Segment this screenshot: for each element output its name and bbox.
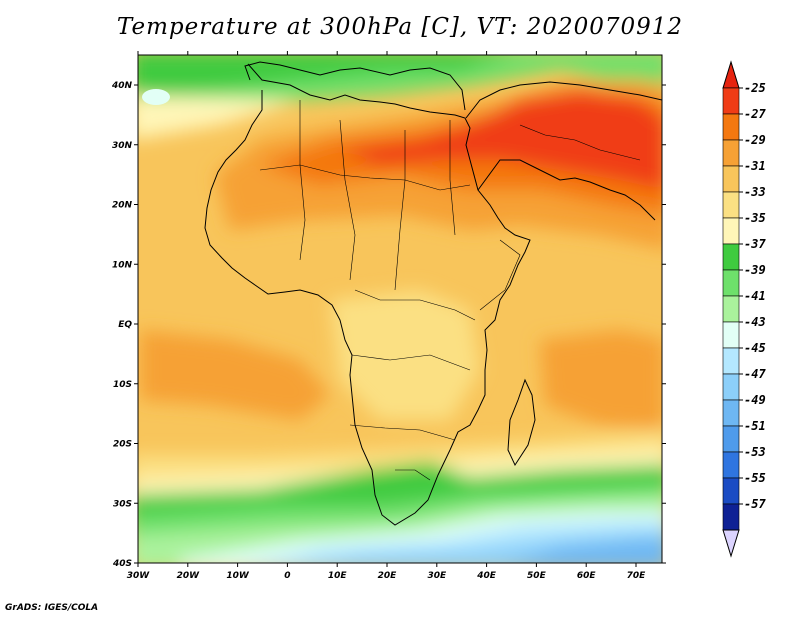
coastlines	[204, 61, 662, 526]
colorbar-label: -47	[744, 367, 766, 381]
lon-label: 10W	[226, 571, 250, 581]
lat-label: 30N	[112, 141, 133, 151]
colorbar-swatch	[722, 477, 740, 505]
colorbar-swatch	[722, 451, 740, 479]
colorbar-swatch	[722, 217, 740, 245]
lat-label: EQ	[118, 320, 132, 330]
latitude-axis: 40N 30N 20N 10N EQ 10S 20S 30S 40S	[111, 81, 666, 569]
border-namibia-botswana	[349, 424, 456, 441]
field-band-warm-25	[340, 90, 662, 190]
colorbar-swatch	[722, 243, 740, 271]
temperature-field	[138, 55, 662, 563]
colorbar-label: -37	[744, 237, 766, 251]
longitude-axis: 30W 20W 10W 0 10E 20E 30E 40E 50E 60E 70E	[127, 51, 646, 581]
colorbar-label: -43	[744, 315, 766, 329]
border-middle-east	[519, 124, 641, 161]
colorbar: -25 -27 -29 -31 -33 -35 -37 -39 -41 -43 -45 -47 -49 -…	[722, 60, 766, 558]
border-egypt-sudan	[449, 120, 456, 236]
colorbar-label: -35	[744, 211, 766, 225]
colorbar-swatch	[722, 373, 740, 401]
colorbar-swatch	[722, 503, 740, 531]
country-borders	[259, 100, 641, 481]
lon-label: 40E	[476, 571, 497, 581]
africa-coast	[204, 63, 531, 526]
colorbar-label: -27	[744, 107, 766, 121]
border-niger-chad	[339, 119, 356, 281]
colorbar-swatch	[722, 295, 740, 323]
colorbar-top-arrow	[722, 60, 740, 89]
colorbar-bottom-arrow	[722, 529, 740, 558]
lon-label: 60E	[577, 571, 597, 581]
lon-label: 30W	[127, 571, 151, 581]
colorbar-label: -39	[744, 263, 766, 277]
colorbar-label: -31	[744, 159, 766, 173]
map-title: Temperature at 300hPa [C], VT: 202007091…	[116, 14, 684, 40]
colorbar-label: -53	[744, 445, 766, 459]
colorbar-label: -45	[744, 341, 766, 355]
lat-label: 30S	[113, 499, 132, 509]
lat-label: 20N	[112, 201, 133, 211]
lat-label: 10N	[112, 260, 133, 270]
lon-label: 50E	[527, 571, 547, 581]
madagascar-coast	[507, 378, 536, 467]
lon-label: 70E	[627, 571, 647, 581]
colorbar-swatch	[722, 139, 740, 167]
colorbar-label: -29	[744, 133, 766, 147]
colorbar-label: -25	[744, 81, 766, 95]
lat-label: 10S	[113, 380, 132, 390]
field-band-atlantic-warm	[140, 330, 330, 420]
colorbar-swatch	[722, 87, 740, 115]
field-band-central-pale	[330, 290, 480, 420]
colorbar-label: -41	[744, 289, 766, 303]
colorbar-swatch	[722, 165, 740, 193]
colorbar-swatch	[722, 347, 740, 375]
border-libya-sudan	[394, 130, 406, 291]
field-band-indian-warm	[540, 330, 662, 430]
lon-label: 10E	[328, 571, 348, 581]
colorbar-label: -51	[744, 419, 766, 433]
europe-coast	[244, 61, 466, 111]
border-horn	[479, 239, 521, 311]
field-cold-spot	[142, 89, 170, 105]
arabia-coast	[477, 159, 656, 221]
lon-label: 20E	[378, 571, 398, 581]
colorbar-swatch	[722, 399, 740, 427]
colorbar-swatch	[722, 191, 740, 219]
lat-label: 20S	[113, 440, 132, 450]
border-algeria-mali	[299, 100, 306, 261]
asia-coast-north	[465, 81, 662, 119]
lat-label: 40N	[111, 81, 133, 91]
colorbar-label: -55	[744, 471, 766, 485]
border-central	[354, 289, 476, 321]
lat-label: 40S	[112, 559, 132, 569]
border-angola-zambia	[351, 354, 471, 371]
lon-label: 30E	[427, 571, 447, 581]
colorbar-label: -57	[744, 497, 766, 511]
field-band-pale-north	[138, 95, 300, 139]
colorbar-swatch	[722, 269, 740, 297]
field-band-cool-north-inner	[138, 55, 505, 100]
colorbar-swatch	[722, 321, 740, 349]
lon-label: 0	[284, 571, 290, 581]
colorbar-label: -49	[744, 393, 766, 407]
colorbar-label: -33	[744, 185, 766, 199]
lon-label: 20W	[177, 571, 201, 581]
colorbar-swatch	[722, 425, 740, 453]
border-south-africa	[395, 469, 431, 481]
plot-frame	[137, 54, 663, 564]
credit-text: GrADS: IGES/COLA	[5, 603, 99, 613]
colorbar-swatch	[722, 113, 740, 141]
field-band-south-49	[519, 540, 662, 563]
